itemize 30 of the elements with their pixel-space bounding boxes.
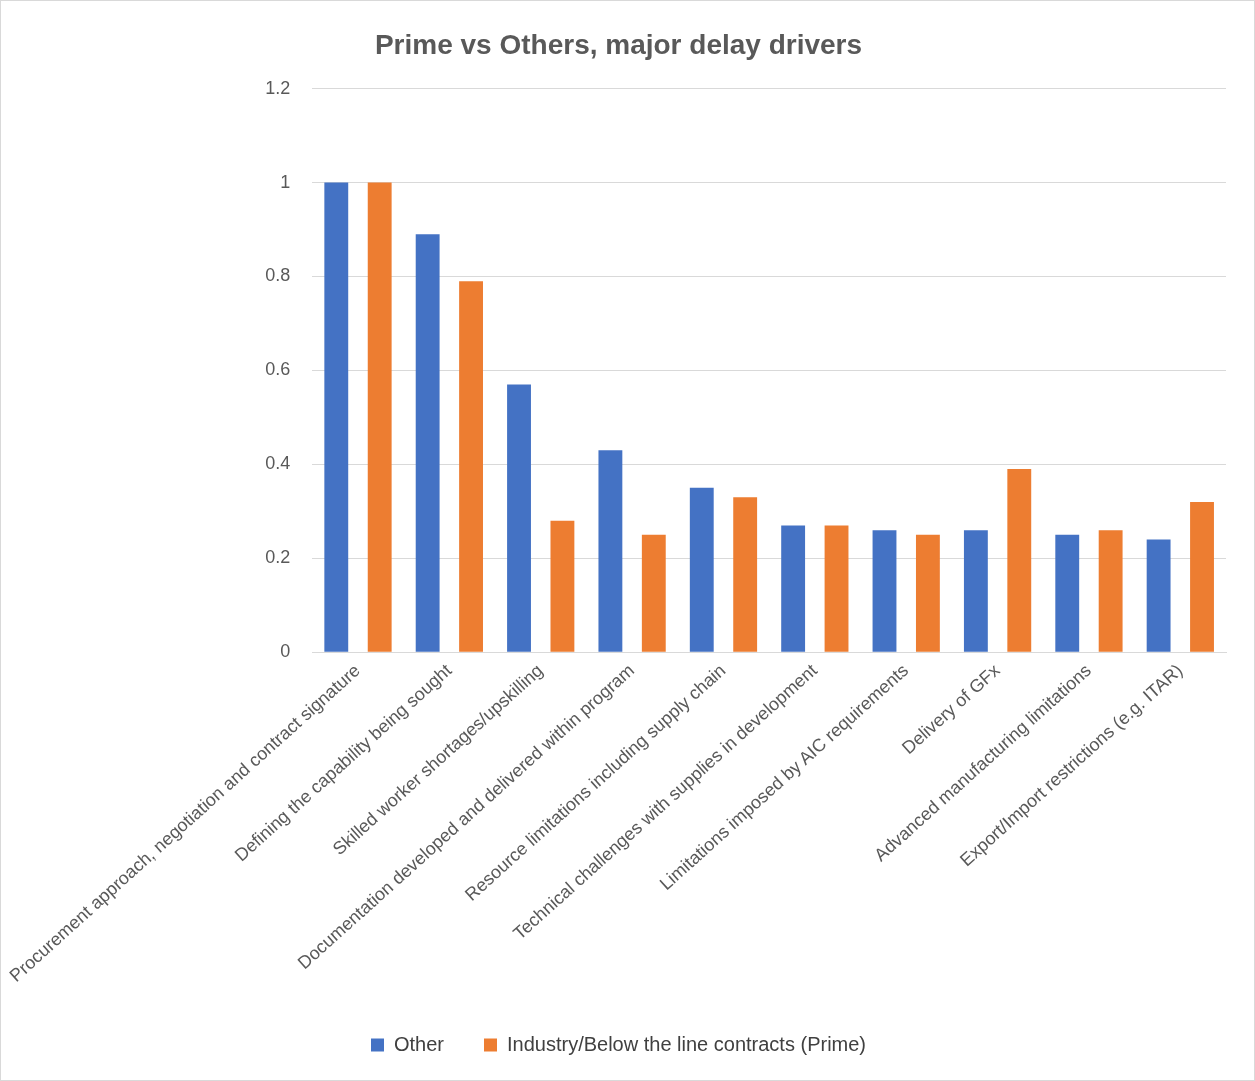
y-tick-label: 0 <box>280 641 291 662</box>
y-tick-label: 1.2 <box>265 77 291 98</box>
bar <box>507 384 531 652</box>
legend-label: Industry/Below the line contracts (Prime) <box>507 1032 867 1055</box>
bar <box>1146 539 1171 652</box>
y-tick-label: 0.8 <box>265 265 291 286</box>
bar <box>598 450 623 652</box>
bar <box>415 234 440 652</box>
bar <box>459 281 483 652</box>
bar <box>781 525 806 652</box>
bar <box>872 530 897 652</box>
bar <box>1007 469 1032 652</box>
bar <box>963 530 988 652</box>
y-tick-label: 0.4 <box>265 453 291 474</box>
bar <box>824 525 849 652</box>
y-tick-label: 0.2 <box>265 547 291 568</box>
bar <box>641 534 666 652</box>
bar <box>1098 530 1123 652</box>
bar <box>915 534 940 652</box>
legend-label: Other <box>393 1032 445 1055</box>
y-tick-label: 0.6 <box>265 359 291 380</box>
bar <box>1190 501 1214 652</box>
bar <box>550 520 575 652</box>
bar <box>324 182 349 652</box>
bar <box>733 497 758 652</box>
chart-title: Prime vs Others, major delay drivers <box>374 28 863 60</box>
bar <box>1055 534 1080 652</box>
bar <box>367 182 392 652</box>
bar <box>689 487 714 652</box>
y-tick-label: 1 <box>280 171 291 192</box>
